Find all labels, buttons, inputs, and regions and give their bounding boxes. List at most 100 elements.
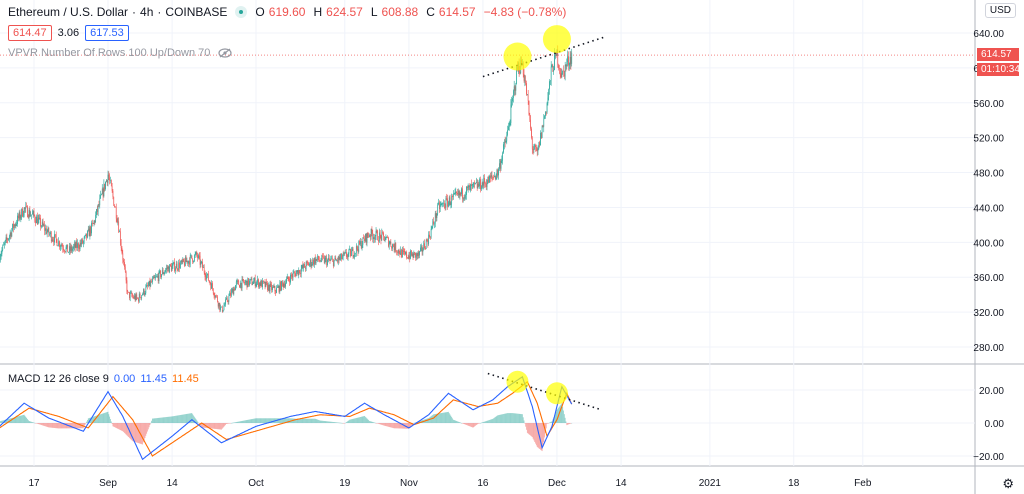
macd-histogram-bar: [569, 423, 571, 424]
macd-histogram-bar: [523, 420, 525, 423]
candle-body: [128, 291, 129, 293]
candle-body: [376, 230, 378, 232]
candle-body: [234, 288, 235, 291]
candle-body: [407, 257, 409, 259]
macd-histogram-bar: [501, 414, 503, 423]
currency-button[interactable]: USD: [984, 3, 1016, 18]
candle-body: [431, 226, 433, 229]
candle-body: [248, 278, 249, 286]
macd-histogram-bar: [187, 413, 189, 423]
candle-body: [421, 246, 423, 252]
macd-histogram-bar: [296, 418, 298, 423]
macd-histogram-bar: [378, 423, 379, 424]
candle-body: [412, 253, 414, 258]
candle-body: [282, 283, 284, 287]
macd-histogram-bar: [286, 418, 288, 423]
macd-indicator-label[interactable]: MACD 12 26 close 9 0.00 11.45 11.45: [8, 373, 199, 385]
macd-histogram-bar: [536, 423, 538, 447]
candle-body: [122, 253, 124, 261]
macd-histogram-bar: [384, 423, 386, 426]
macd-histogram-bar: [255, 418, 257, 423]
candle-body: [483, 178, 485, 186]
candle-body: [312, 259, 314, 265]
candle-body: [190, 255, 192, 257]
candle-body: [545, 111, 546, 117]
candle-body: [374, 237, 375, 240]
candle-body: [184, 261, 185, 266]
candle-body: [334, 257, 336, 261]
candle-body: [293, 272, 295, 274]
macd-histogram-bar: [75, 423, 77, 429]
candle-body: [101, 194, 102, 195]
hide-eye-icon[interactable]: [218, 48, 232, 58]
macd-histogram-bar: [370, 421, 372, 423]
macd-histogram-bar: [278, 418, 280, 423]
candle-body: [270, 283, 272, 285]
candle-body: [261, 280, 263, 288]
candle-body: [411, 250, 412, 256]
macd-histogram-bar: [42, 423, 44, 426]
macd-histogram-bar: [509, 413, 511, 423]
candle-body: [286, 276, 288, 279]
candle-body: [458, 191, 460, 196]
candle-body: [224, 304, 226, 306]
candle-body: [163, 273, 165, 274]
candle-body: [44, 225, 46, 231]
interval-label[interactable]: 4h: [140, 5, 154, 19]
candle-body: [559, 68, 561, 74]
macd-histogram-bar: [2, 420, 4, 423]
candle-body: [102, 188, 104, 197]
macd-histogram-bar: [427, 418, 429, 423]
candle-body: [105, 182, 106, 190]
macd-histogram-bar: [294, 418, 296, 423]
candle-body: [147, 285, 149, 287]
macd-histogram-bar: [309, 418, 311, 423]
candle-body: [383, 232, 384, 237]
candle-body: [132, 295, 134, 297]
macd-histogram-bar: [138, 423, 139, 444]
candle-body: [217, 296, 218, 302]
symbol-title[interactable]: Ethereum / U.S. Dollar: [8, 5, 129, 19]
candle-body: [178, 262, 180, 270]
macd-histogram-bar: [76, 423, 78, 429]
low-value: 608.88: [381, 5, 419, 19]
candle-body: [266, 281, 268, 284]
macd-histogram-bar: [465, 423, 467, 425]
candle-body: [345, 252, 346, 253]
macd-histogram-bar: [272, 418, 274, 423]
vpvr-indicator-label[interactable]: VPVR Number Of Rows 100 Up/Down 70: [8, 47, 232, 59]
candle-body: [400, 249, 402, 255]
candle-body: [212, 283, 213, 289]
candle-body: [25, 205, 27, 209]
candle-body: [377, 231, 379, 241]
macd-histogram-bar: [271, 418, 273, 423]
macd-histogram-bar: [280, 418, 282, 423]
sell-price-button[interactable]: 614.47: [8, 25, 52, 41]
candle-body: [440, 204, 442, 206]
macd-histogram-bar: [305, 418, 307, 423]
macd-histogram-bar: [448, 411, 449, 423]
candle-body: [252, 283, 254, 285]
macd-histogram-bar: [438, 413, 440, 423]
macd-histogram-bar: [115, 423, 117, 428]
candle-body: [81, 239, 83, 245]
macd-histogram-bar: [531, 423, 533, 438]
buy-price-button[interactable]: 617.53: [85, 25, 129, 41]
candle-body: [117, 221, 119, 223]
candle-body: [476, 182, 478, 189]
macd-histogram-bar: [57, 423, 59, 429]
candle-body: [558, 65, 559, 69]
candle-body: [477, 183, 479, 189]
macd-histogram-bar: [130, 423, 132, 440]
candle-body: [185, 257, 187, 262]
candle-body: [295, 273, 296, 277]
macd-histogram-bar: [330, 421, 332, 423]
candle-body: [108, 174, 110, 179]
last-price-tag: 614.57: [977, 48, 1019, 61]
candle-body: [156, 276, 157, 277]
settings-gear-icon[interactable]: ⚙: [1002, 476, 1014, 491]
macd-histogram-bar: [44, 423, 46, 427]
candle-body: [206, 275, 208, 279]
candle-body: [273, 286, 275, 288]
